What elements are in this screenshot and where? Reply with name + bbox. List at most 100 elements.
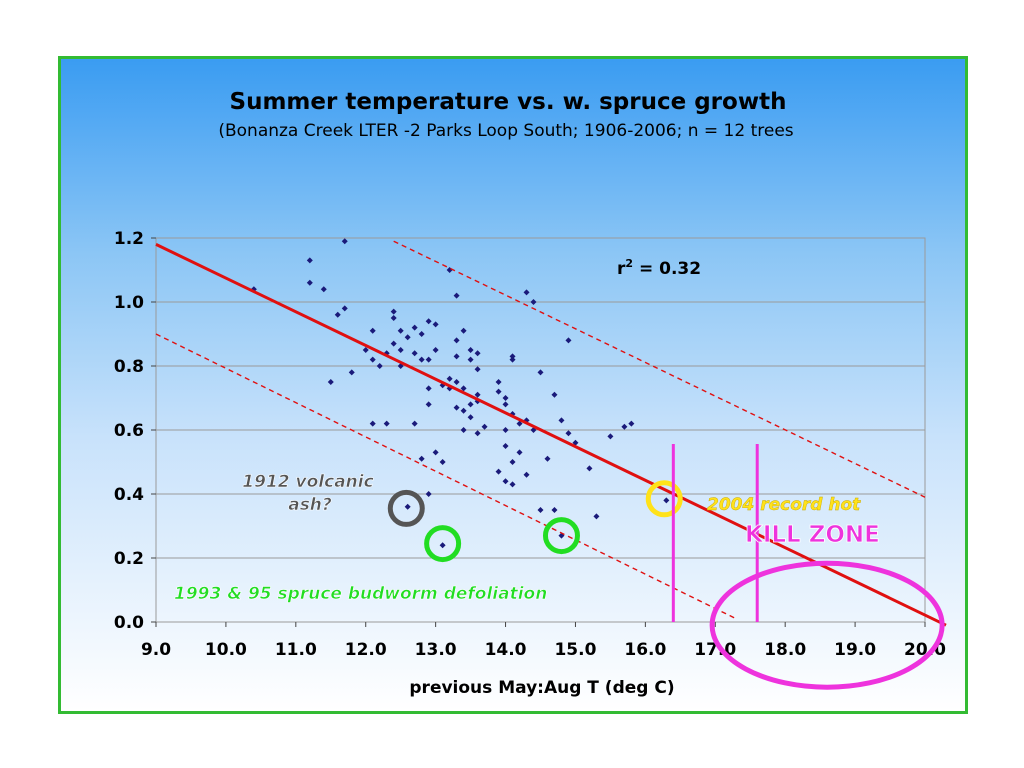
r-squared-r: r bbox=[617, 259, 626, 279]
budworm-annotation: 1993 & 95 spruce budworm defoliation bbox=[174, 584, 547, 604]
data-point bbox=[509, 353, 516, 360]
x-tick-labels: 9.0 10.0 11.0 12.0 13.0 14.0 15.0 16.0 17.0 18.0 1… bbox=[141, 640, 946, 660]
data-point bbox=[425, 385, 432, 392]
data-point bbox=[565, 337, 572, 344]
kill-zone-annotation: KILL ZONE bbox=[745, 522, 880, 548]
data-point bbox=[586, 465, 593, 472]
data-point bbox=[481, 423, 488, 430]
budworm-circle bbox=[542, 517, 580, 555]
data-point bbox=[516, 420, 523, 427]
y-tick-label: 0.0 bbox=[114, 613, 144, 633]
data-point bbox=[516, 449, 523, 456]
data-point bbox=[341, 238, 348, 245]
data-point bbox=[558, 417, 565, 424]
chart-frame bbox=[58, 56, 968, 714]
x-tick-label: 11.0 bbox=[275, 640, 317, 660]
data-point bbox=[502, 478, 509, 485]
kill-zone-ellipse bbox=[709, 560, 945, 690]
data-point bbox=[432, 449, 439, 456]
data-point bbox=[467, 414, 474, 421]
data-point bbox=[628, 420, 635, 427]
data-point bbox=[467, 356, 474, 363]
data-point bbox=[425, 491, 432, 497]
chart-title: Summer temperature vs. w. spruce growth bbox=[230, 89, 787, 115]
y-tick-label: 0.6 bbox=[114, 421, 144, 441]
data-point bbox=[530, 299, 537, 305]
data-point bbox=[341, 305, 348, 312]
data-point bbox=[446, 375, 453, 382]
data-point bbox=[425, 401, 432, 408]
upper-bound-line bbox=[393, 240, 926, 498]
data-point bbox=[565, 430, 572, 437]
volcanic-annotation-line1: 1912 volcanic bbox=[242, 472, 373, 492]
data-point bbox=[425, 318, 432, 325]
data-point bbox=[376, 363, 383, 369]
data-point bbox=[474, 350, 481, 357]
data-point bbox=[663, 497, 670, 504]
data-point bbox=[418, 455, 425, 462]
data-point bbox=[432, 321, 439, 328]
data-point bbox=[404, 503, 411, 510]
y-tick-label: 1.0 bbox=[114, 293, 144, 313]
data-point bbox=[334, 311, 341, 318]
data-point bbox=[369, 327, 376, 334]
data-point bbox=[474, 391, 481, 398]
x-tick-label: 9.0 bbox=[141, 640, 171, 660]
data-point bbox=[369, 420, 376, 427]
data-point bbox=[537, 507, 544, 513]
x-tick-label: 18.0 bbox=[764, 640, 806, 660]
data-point bbox=[509, 356, 516, 363]
data-point bbox=[306, 279, 313, 286]
data-point bbox=[495, 379, 502, 385]
data-point bbox=[467, 401, 474, 408]
x-tick-label: 15.0 bbox=[554, 640, 596, 660]
data-point bbox=[439, 542, 446, 549]
data-point bbox=[551, 507, 558, 513]
data-point bbox=[474, 366, 481, 373]
y-tick-label: 1.2 bbox=[114, 229, 144, 249]
x-tick-label: 16.0 bbox=[624, 640, 666, 660]
data-point bbox=[460, 427, 467, 433]
data-point bbox=[551, 391, 558, 398]
data-point bbox=[411, 350, 418, 357]
data-point bbox=[453, 353, 460, 360]
data-point bbox=[418, 331, 425, 337]
data-point bbox=[460, 407, 467, 414]
data-point bbox=[348, 369, 355, 376]
data-point bbox=[425, 356, 432, 363]
y-tick-label: 0.4 bbox=[114, 485, 144, 505]
data-point bbox=[453, 379, 460, 385]
data-point bbox=[453, 337, 460, 344]
data-point bbox=[460, 385, 467, 392]
data-point bbox=[453, 292, 460, 299]
record-hot-circle bbox=[645, 480, 683, 518]
data-point bbox=[306, 257, 313, 264]
x-tick-label: 13.0 bbox=[415, 640, 457, 660]
data-point bbox=[390, 315, 397, 321]
trend-lines bbox=[155, 240, 947, 627]
data-points bbox=[250, 238, 670, 549]
data-point bbox=[607, 433, 614, 440]
data-point bbox=[320, 286, 327, 293]
r-squared-value: = 0.32 bbox=[633, 259, 701, 279]
data-point bbox=[418, 356, 425, 363]
data-point bbox=[474, 430, 481, 437]
data-point bbox=[362, 347, 369, 353]
y-tick-labels: 0.0 0.2 0.4 0.6 0.8 1.0 1.2 bbox=[114, 229, 144, 633]
budworm-circle bbox=[424, 525, 462, 563]
x-tick-label: 12.0 bbox=[345, 640, 387, 660]
data-point bbox=[383, 420, 390, 427]
data-point bbox=[390, 340, 397, 347]
data-point bbox=[390, 308, 397, 315]
data-point bbox=[593, 513, 600, 520]
gridlines bbox=[156, 301, 925, 559]
data-point bbox=[453, 404, 460, 411]
x-axis-label: previous May:Aug T (deg C) bbox=[409, 678, 674, 698]
r-squared-label: r2 = 0.32 bbox=[617, 257, 701, 279]
data-point bbox=[509, 459, 516, 465]
x-tick-label: 19.0 bbox=[834, 640, 876, 660]
data-point bbox=[537, 369, 544, 376]
y-tick-label: 0.8 bbox=[114, 357, 144, 377]
